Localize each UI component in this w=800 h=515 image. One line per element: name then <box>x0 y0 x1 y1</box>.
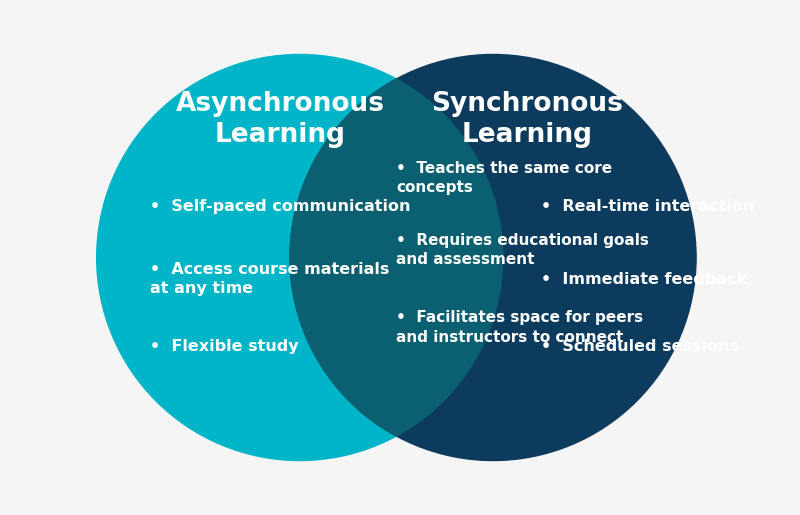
Circle shape <box>290 55 696 460</box>
Text: •  Access course materials
at any time: • Access course materials at any time <box>150 262 390 296</box>
Polygon shape <box>290 79 502 436</box>
Text: •  Facilitates space for peers
and instructors to connect: • Facilitates space for peers and instru… <box>396 311 643 345</box>
Text: Synchronous
Learning: Synchronous Learning <box>431 91 623 148</box>
Text: •  Scheduled sessions: • Scheduled sessions <box>542 339 739 354</box>
Text: •  Immediate feedback: • Immediate feedback <box>542 272 747 287</box>
Text: •  Self-paced communication: • Self-paced communication <box>150 199 410 214</box>
Text: •  Flexible study: • Flexible study <box>150 339 298 354</box>
Text: •  Requires educational goals
and assessment: • Requires educational goals and assessm… <box>396 233 650 267</box>
Text: Asynchronous
Learning: Asynchronous Learning <box>176 91 385 148</box>
Text: •  Teaches the same core
concepts: • Teaches the same core concepts <box>396 161 613 195</box>
Circle shape <box>97 55 502 460</box>
Text: •  Real-time interaction: • Real-time interaction <box>542 199 754 214</box>
